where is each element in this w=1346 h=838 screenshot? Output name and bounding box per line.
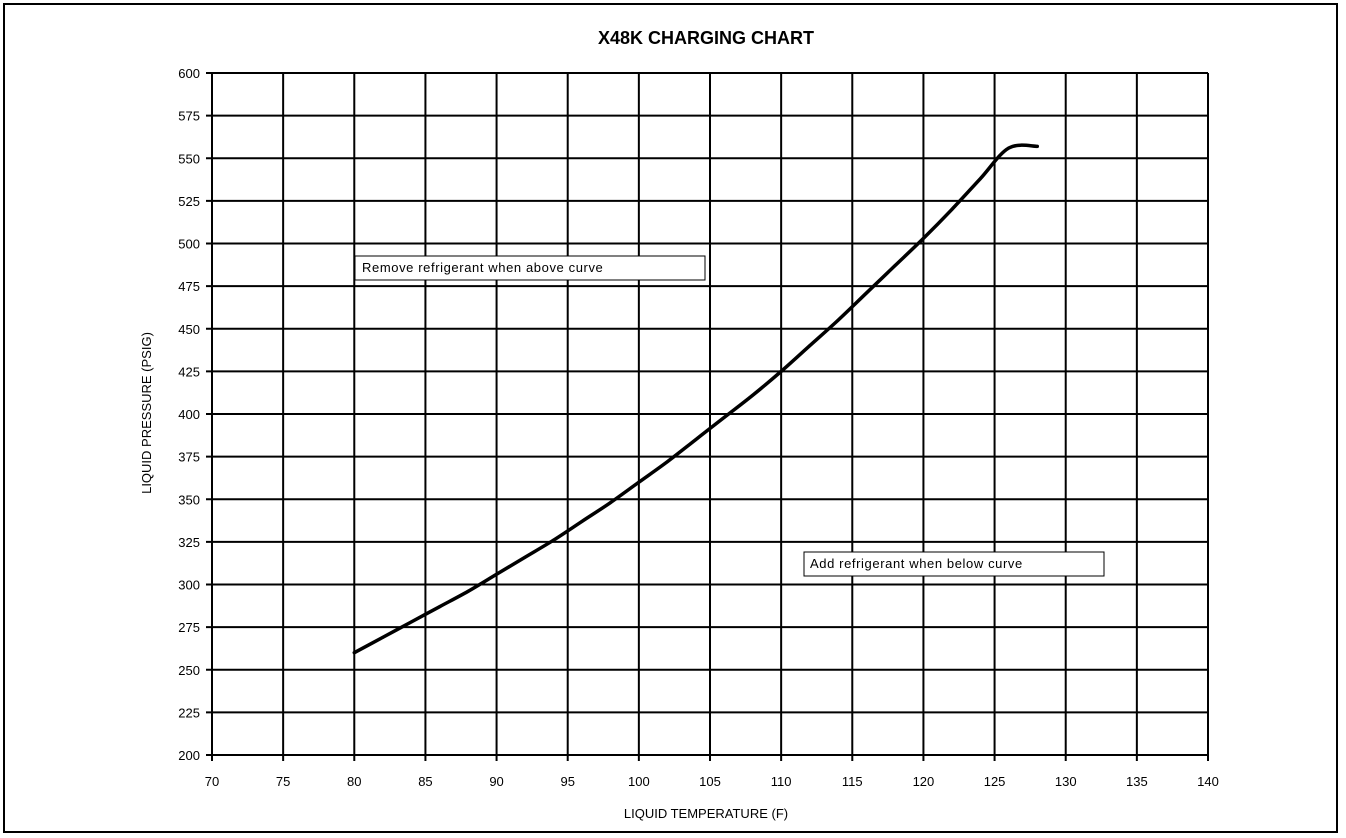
curve-point [865, 291, 869, 295]
chart-title: X48K CHARGING CHART [598, 28, 814, 48]
curve-point [893, 264, 897, 268]
y-tick-label: 325 [178, 535, 200, 550]
x-tick-label: 120 [913, 774, 935, 789]
x-tick-label: 125 [984, 774, 1006, 789]
x-tick-label: 135 [1126, 774, 1148, 789]
tick-labels: 70 75 80 85 90 95 100 105 110 115 120 125 130 135 140 2… [178, 66, 1219, 789]
curve-point [694, 438, 698, 442]
curve-point [409, 620, 413, 624]
annotation-remove-box [354, 255, 706, 281]
curve-point [921, 236, 925, 240]
y-tick-label: 250 [178, 663, 200, 678]
x-tick-label: 70 [205, 774, 219, 789]
y-tick-label: 450 [178, 322, 200, 337]
curve-point [637, 480, 641, 484]
curve-point [722, 415, 726, 419]
annotation-add-box [803, 551, 1105, 577]
y-tick-label: 475 [178, 279, 200, 294]
x-tick-label: 130 [1055, 774, 1077, 789]
curve-point [466, 589, 470, 593]
curve-point [950, 207, 954, 211]
y-tick-label: 525 [178, 194, 200, 209]
y-tick-label: 400 [178, 407, 200, 422]
x-tick-label: 115 [842, 774, 863, 789]
x-tick-label: 105 [699, 774, 721, 789]
x-tick-label: 110 [771, 774, 792, 789]
x-tick-label: 85 [418, 774, 432, 789]
curve-point [523, 555, 527, 559]
y-tick-label: 575 [178, 109, 200, 124]
y-tick-label: 375 [178, 450, 200, 465]
curve-point [836, 318, 840, 322]
curve-point [1035, 144, 1039, 148]
chart-frame [3, 3, 1338, 833]
x-tick-label: 75 [276, 774, 290, 789]
y-axis-label: LIQUID PRESSURE (PSIG) [139, 332, 154, 494]
curve-point [580, 519, 584, 523]
curve-point [608, 501, 612, 505]
curve-point [751, 393, 755, 397]
curve-point [978, 177, 982, 181]
annotation-add-text: Add refrigerant when below curve [810, 556, 1023, 571]
series-layer [352, 143, 1040, 655]
curve-point [438, 605, 442, 609]
y-tick-label: 200 [178, 748, 200, 763]
x-tick-label: 140 [1197, 774, 1219, 789]
y-tick-label: 300 [178, 578, 200, 593]
annotation-remove: Remove refrigerant when above curve [354, 255, 706, 281]
charging-curve [352, 143, 1040, 655]
curve-point [551, 538, 555, 542]
y-tick-label: 550 [178, 151, 200, 166]
y-tick-label: 225 [178, 705, 200, 720]
annotation-remove-text: Remove refrigerant when above curve [362, 260, 603, 275]
curve-point [779, 369, 783, 373]
y-tick-label: 350 [178, 492, 200, 507]
y-tick-label: 500 [178, 237, 200, 252]
annotation-add: Add refrigerant when below curve [803, 551, 1105, 577]
curve-point [665, 460, 669, 464]
curve-point [1007, 146, 1011, 150]
x-tick-label: 95 [560, 774, 574, 789]
y-tick-label: 275 [178, 620, 200, 635]
grid-lines [206, 72, 1209, 761]
x-axis-label: LIQUID TEMPERATURE (F) [624, 806, 788, 821]
curve-point [808, 344, 812, 348]
curve-point [495, 572, 499, 576]
curve-point [381, 635, 385, 639]
x-tick-label: 100 [628, 774, 650, 789]
y-tick-label: 425 [178, 364, 200, 379]
x-tick-label: 90 [489, 774, 503, 789]
x-tick-label: 80 [347, 774, 361, 789]
curve-point [352, 651, 356, 655]
y-tick-label: 600 [178, 66, 200, 81]
